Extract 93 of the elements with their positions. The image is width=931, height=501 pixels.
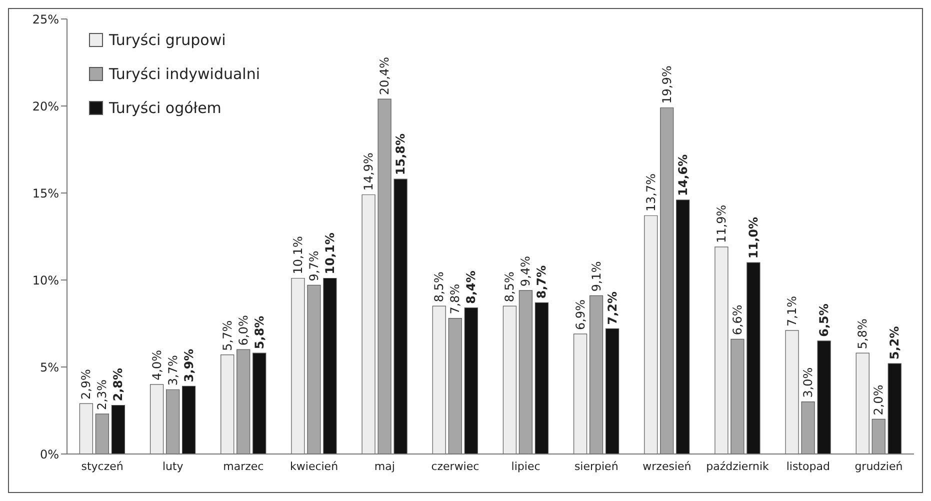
x-tick-label: marzec — [223, 460, 264, 473]
bar — [589, 295, 604, 454]
y-tick-label: 15% — [32, 186, 59, 200]
x-tick-label: kwiecień — [290, 460, 338, 473]
data-label: 13,7% — [644, 173, 658, 212]
bar — [307, 284, 321, 454]
bar — [323, 278, 337, 454]
legend-label: Turyści indywidualni — [109, 65, 260, 83]
data-label: 5,2% — [888, 326, 902, 360]
data-label: 4,0% — [150, 350, 164, 380]
legend-label: Turyści grupowi — [109, 31, 226, 49]
bar — [236, 349, 250, 454]
bar — [644, 215, 658, 454]
data-label: 14,6% — [676, 154, 690, 196]
data-label: 9,4% — [518, 256, 533, 286]
bar — [79, 403, 94, 454]
data-label: 2,9% — [79, 369, 94, 400]
bar — [182, 386, 196, 454]
data-label: 19,9% — [660, 66, 674, 104]
data-label: 3,9% — [182, 348, 196, 382]
data-label: 5,8% — [856, 318, 870, 350]
bar — [676, 200, 690, 454]
bar — [502, 306, 517, 454]
data-label: 11,9% — [714, 204, 728, 243]
bar — [730, 338, 744, 454]
y-tick-label: 20% — [32, 99, 59, 114]
data-label: 6,6% — [730, 304, 744, 336]
data-label: 14,9% — [362, 152, 376, 191]
data-label: 2,3% — [95, 379, 110, 410]
x-tick-label: sierpień — [574, 460, 618, 473]
bar — [378, 98, 392, 454]
bar — [785, 330, 799, 454]
y-tick-label: 10% — [32, 273, 59, 288]
legend-label: Turyści ogółem — [109, 99, 222, 117]
bar — [573, 334, 588, 454]
bar — [448, 318, 462, 454]
bar — [111, 404, 126, 454]
bar — [746, 262, 760, 454]
data-label: 2,0% — [872, 384, 886, 416]
bar — [817, 340, 831, 454]
x-tick-label: styczeń — [81, 460, 124, 473]
bar — [291, 278, 305, 454]
data-label: 8,5% — [502, 272, 517, 302]
x-tick-label: luty — [162, 460, 184, 473]
bar — [888, 363, 902, 454]
data-label: 3,0% — [801, 367, 816, 398]
data-label: 10,1% — [290, 236, 305, 274]
x-tick-label: listopad — [786, 460, 830, 473]
data-label: 6,5% — [817, 304, 832, 337]
bar — [801, 402, 815, 454]
x-tick-label: wrzesień — [642, 460, 692, 473]
data-label: 8,4% — [464, 270, 478, 304]
bar — [872, 418, 886, 454]
data-label: 7,8% — [448, 284, 462, 314]
bar — [394, 178, 408, 454]
y-tick-label: 25% — [32, 12, 59, 26]
bar — [714, 246, 728, 454]
bar — [464, 308, 478, 454]
data-label: 15,8% — [394, 133, 408, 176]
x-tick-label: grudzień — [854, 460, 903, 473]
bar — [362, 194, 376, 454]
data-label: 8,7% — [534, 265, 549, 299]
data-label: 6,0% — [236, 315, 250, 346]
bar — [252, 352, 266, 454]
data-label: 2,8% — [111, 368, 126, 402]
bar — [660, 107, 674, 454]
x-tick-label: lipiec — [511, 460, 540, 473]
data-label: 11,0% — [746, 216, 760, 259]
data-label: 7,2% — [605, 291, 620, 325]
data-label: 6,9% — [573, 299, 588, 330]
data-label: 5,7% — [220, 320, 234, 351]
bar — [95, 414, 110, 454]
bar — [518, 290, 533, 454]
data-label: 7,1% — [785, 296, 800, 326]
x-tick-label: czerwiec — [431, 460, 480, 473]
data-label: 8,5% — [432, 272, 446, 302]
data-label: 9,7% — [306, 250, 321, 282]
data-label: 20,4% — [378, 56, 392, 96]
bar — [432, 306, 446, 454]
x-tick-label: październik — [706, 460, 770, 473]
data-label: 3,7% — [166, 355, 180, 386]
y-tick-label: 5% — [40, 360, 59, 374]
bar — [605, 328, 620, 454]
bar — [534, 302, 549, 454]
data-label: 10,1% — [322, 232, 337, 274]
data-label: 5,8% — [252, 316, 266, 350]
data-label: 9,1% — [589, 261, 604, 292]
bar — [856, 352, 870, 454]
bar — [220, 354, 234, 454]
x-tick-label: maj — [374, 460, 395, 473]
bar — [166, 389, 180, 454]
y-tick-label: 0% — [40, 447, 59, 462]
bar — [150, 384, 164, 454]
